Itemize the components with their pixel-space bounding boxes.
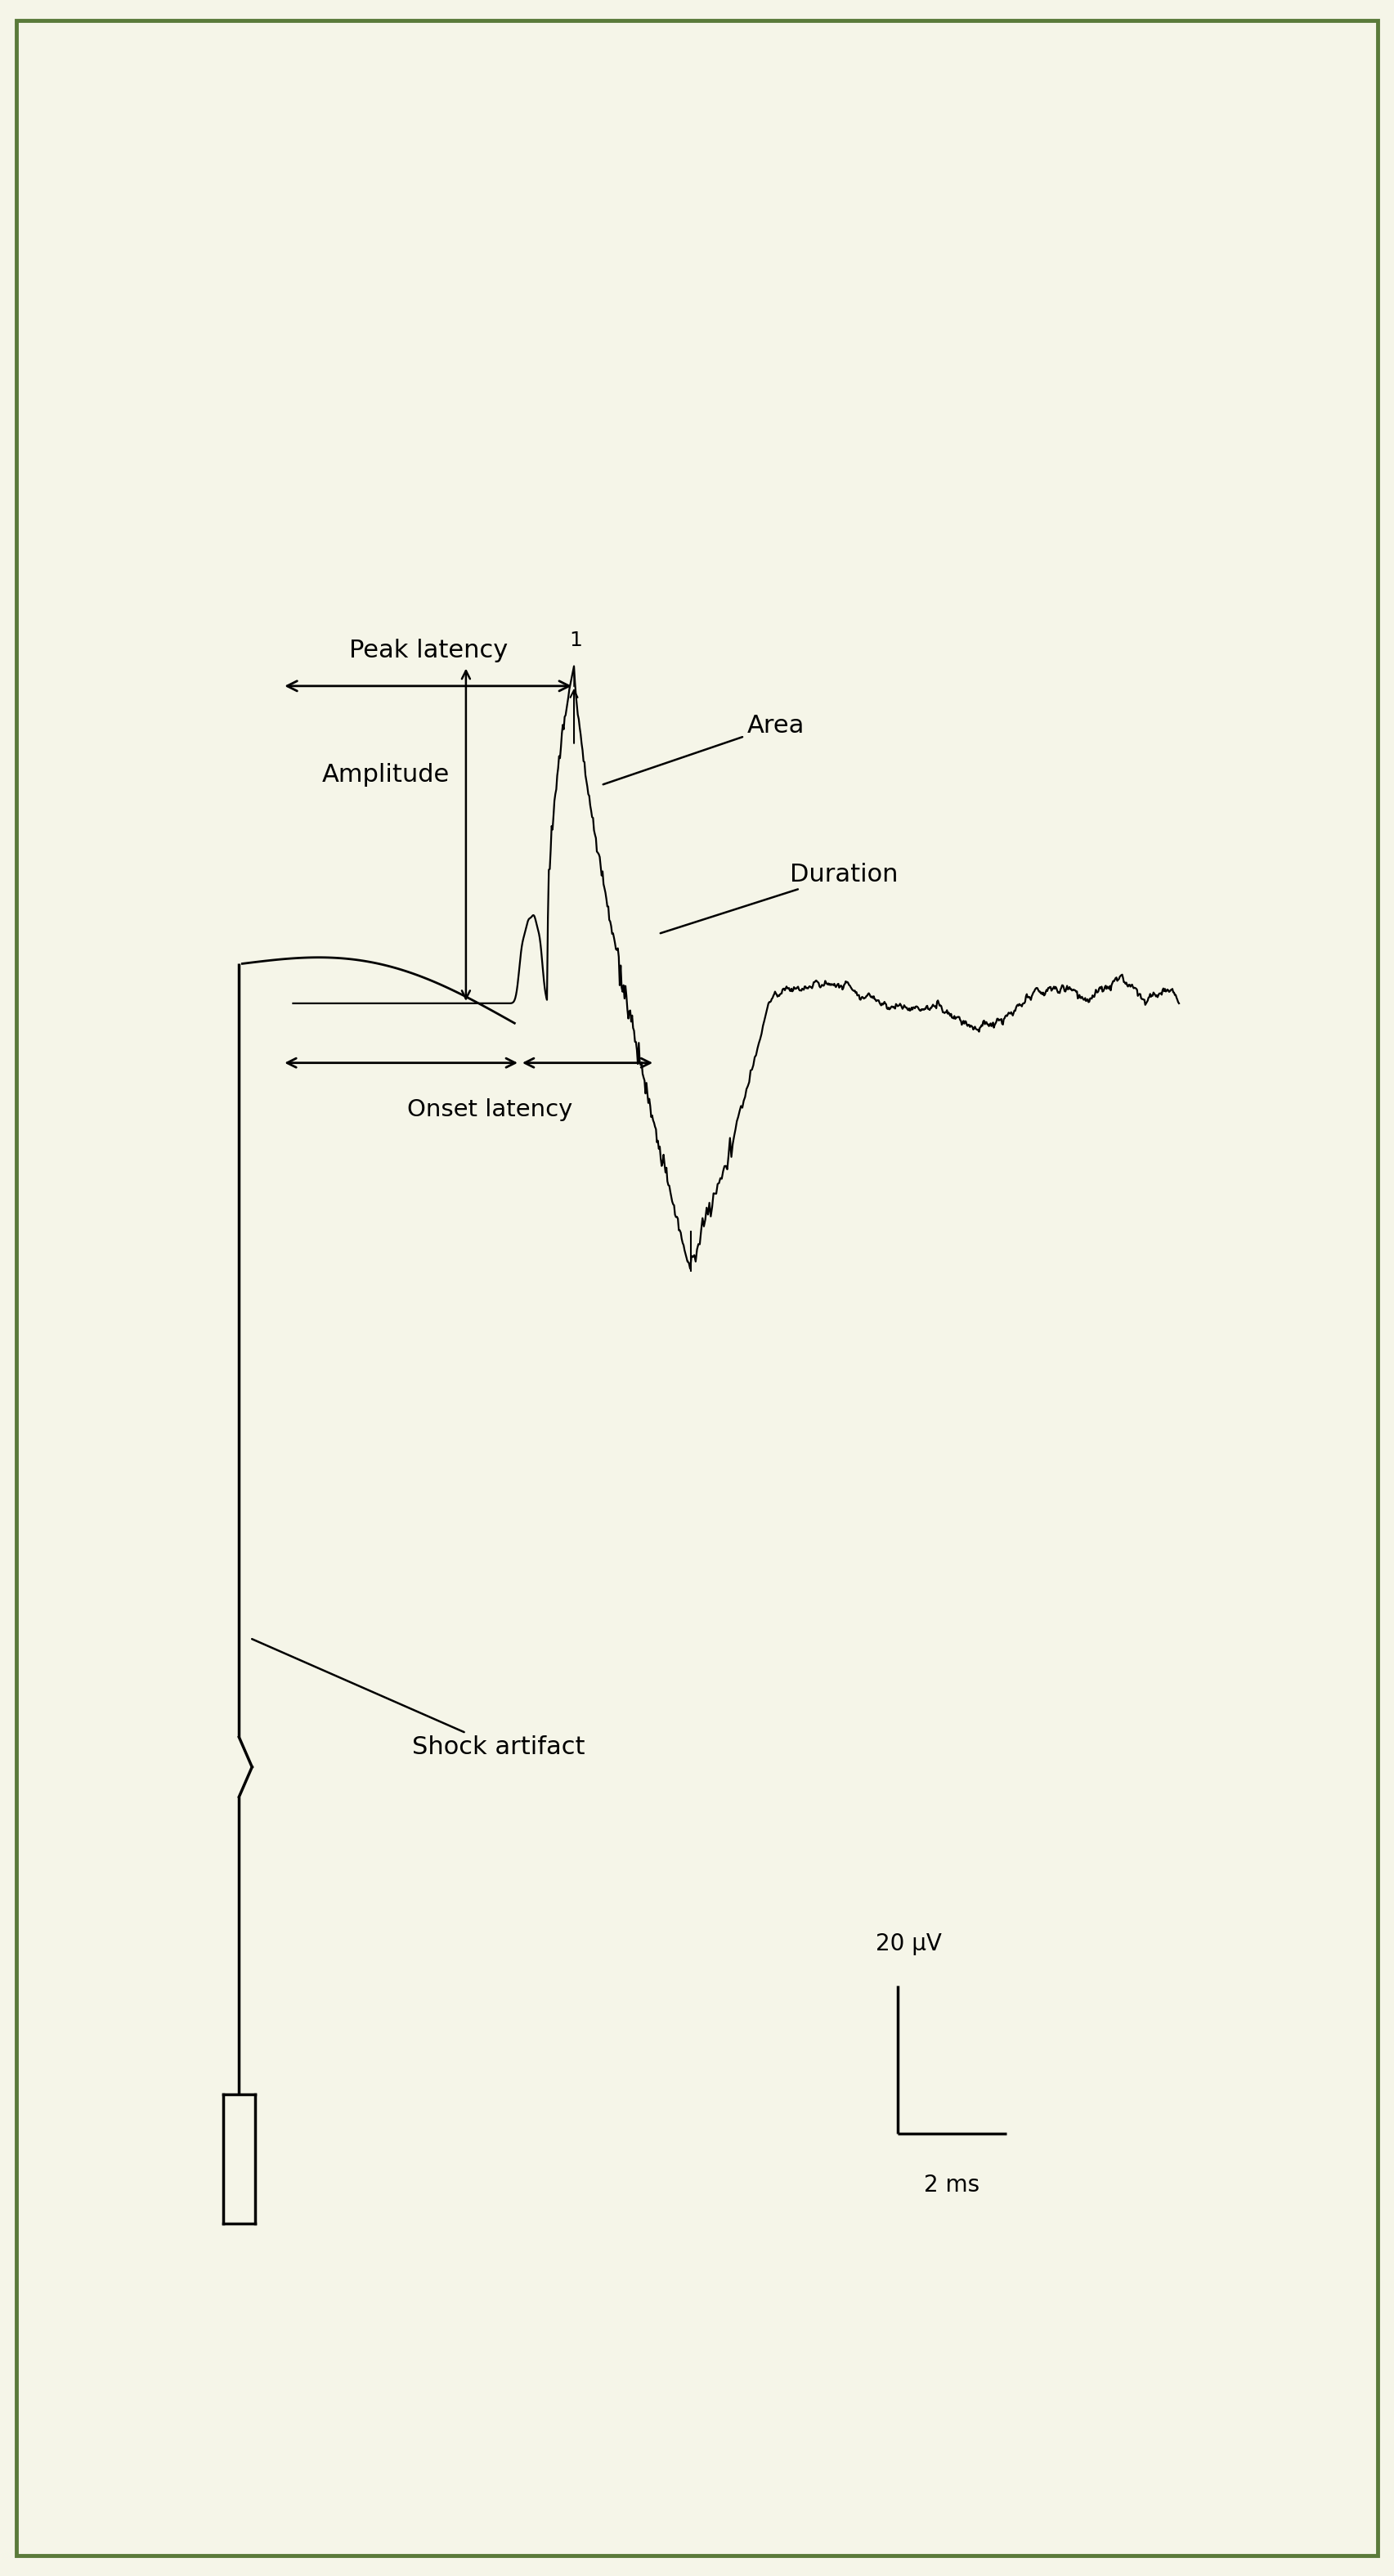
Text: Shock artifact: Shock artifact [252, 1638, 585, 1759]
Text: Amplitude: Amplitude [322, 762, 450, 788]
Text: 20 μV: 20 μV [875, 1932, 942, 1955]
Text: Onset latency: Onset latency [407, 1097, 573, 1121]
Text: 2 ms: 2 ms [924, 2174, 980, 2197]
Text: Peak latency: Peak latency [348, 639, 507, 662]
Text: 1: 1 [570, 631, 583, 649]
Text: Duration: Duration [661, 863, 898, 933]
Text: Area: Area [604, 714, 804, 786]
